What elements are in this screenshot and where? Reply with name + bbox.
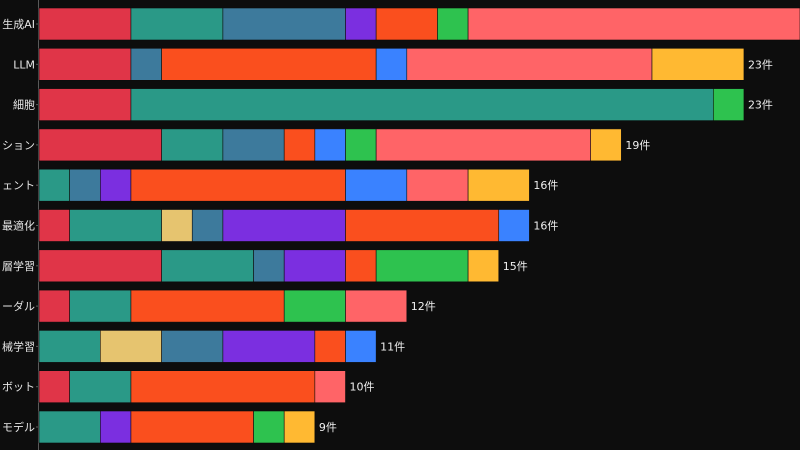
bar-segment — [161, 209, 193, 242]
category-label: モデル — [2, 420, 35, 434]
bar-segment — [38, 47, 132, 81]
bar-segment — [222, 209, 346, 242]
bar-total-label: 23件 — [748, 58, 773, 71]
bar-segment — [406, 47, 653, 81]
bar-total-label: 23件 — [748, 99, 773, 112]
bar-segment — [345, 330, 377, 363]
bar-segment — [314, 330, 346, 363]
bar-segment — [38, 168, 70, 202]
bar-segment — [712, 88, 745, 121]
bar-segment — [38, 249, 162, 283]
bar-total-label: 11件 — [380, 340, 405, 353]
category-label: 層学習 — [2, 259, 35, 273]
bar-segment — [69, 289, 132, 323]
bar-segment — [283, 128, 316, 162]
bar-segment — [375, 128, 591, 162]
bar-total-label: 12件 — [411, 300, 436, 313]
bar-segment — [130, 47, 162, 81]
bar-segment — [406, 168, 469, 202]
bar-segment — [253, 410, 285, 444]
bar-segment — [69, 370, 132, 404]
bar-total-label: 10件 — [350, 381, 375, 394]
bar-segment — [161, 47, 377, 81]
bar-segment — [467, 168, 530, 202]
bar-segment — [130, 7, 224, 41]
category-label: ーダル — [2, 299, 35, 313]
bar-segment — [590, 128, 622, 162]
bar-segment — [130, 370, 316, 404]
bar-segment — [345, 168, 408, 202]
bar-segment — [130, 289, 285, 323]
bar-segment — [345, 7, 377, 41]
bar-segment — [498, 209, 530, 242]
category-label: 生成AI — [2, 17, 35, 31]
bar-segment — [375, 249, 469, 283]
bar-segment — [314, 128, 346, 162]
bar-segment — [283, 289, 346, 323]
bar-segment — [191, 209, 224, 242]
bar-segment — [130, 88, 714, 121]
bar-segment — [38, 88, 132, 121]
bar-segment — [130, 168, 346, 202]
category-label: ション — [2, 139, 35, 152]
category-label: 最適化 — [2, 219, 35, 233]
bar-segment — [375, 47, 408, 81]
bar-segment — [161, 249, 254, 283]
category-label: ボット — [2, 381, 35, 394]
category-label: 械学習 — [2, 339, 35, 353]
bar-segment — [38, 209, 70, 242]
bar-total-label: 9件 — [319, 421, 337, 434]
bar-segment — [38, 370, 70, 404]
bar-segment — [38, 128, 162, 162]
bar-segment — [69, 168, 101, 202]
total-labels: 23件 23件 19件 16件 16件 15件 12件 11件 10件 9件 — [319, 58, 773, 434]
bar-segment — [467, 249, 500, 283]
category-label: ェント — [2, 179, 35, 192]
bar-segment — [100, 330, 162, 363]
bar-segment — [222, 330, 316, 363]
bar-segment — [161, 128, 224, 162]
bar-total-label: 19件 — [625, 139, 650, 152]
bar-segment — [467, 7, 800, 41]
bar-segment — [314, 370, 346, 404]
bar-segment — [38, 330, 101, 363]
bar-total-label: 16件 — [533, 179, 558, 192]
bar-segment — [100, 410, 132, 444]
bar-segment — [375, 7, 438, 41]
bar-segment — [100, 168, 132, 202]
bar-segment — [38, 410, 101, 444]
bar-segment — [345, 289, 408, 323]
bar-segment — [222, 128, 285, 162]
bar-segment — [345, 209, 500, 242]
bar-segment — [345, 249, 377, 283]
bar-segment — [253, 249, 285, 283]
bar-total-label: 15件 — [503, 260, 528, 273]
bar-total-label: 16件 — [533, 220, 558, 233]
bar-segment — [283, 410, 316, 444]
category-label: LLM — [13, 58, 35, 71]
bar-segment — [437, 7, 469, 41]
bar-segment — [222, 7, 346, 41]
bar-segment — [130, 410, 254, 444]
bar-segment — [38, 289, 70, 323]
bar-segment — [345, 128, 377, 162]
bar-segment — [161, 330, 224, 363]
bar-segment — [38, 7, 132, 41]
category-label: 細胞 — [13, 99, 35, 112]
bars-group — [38, 7, 800, 444]
bar-segment — [69, 209, 162, 242]
bar-segment — [283, 249, 346, 283]
bar-segment — [651, 47, 745, 81]
